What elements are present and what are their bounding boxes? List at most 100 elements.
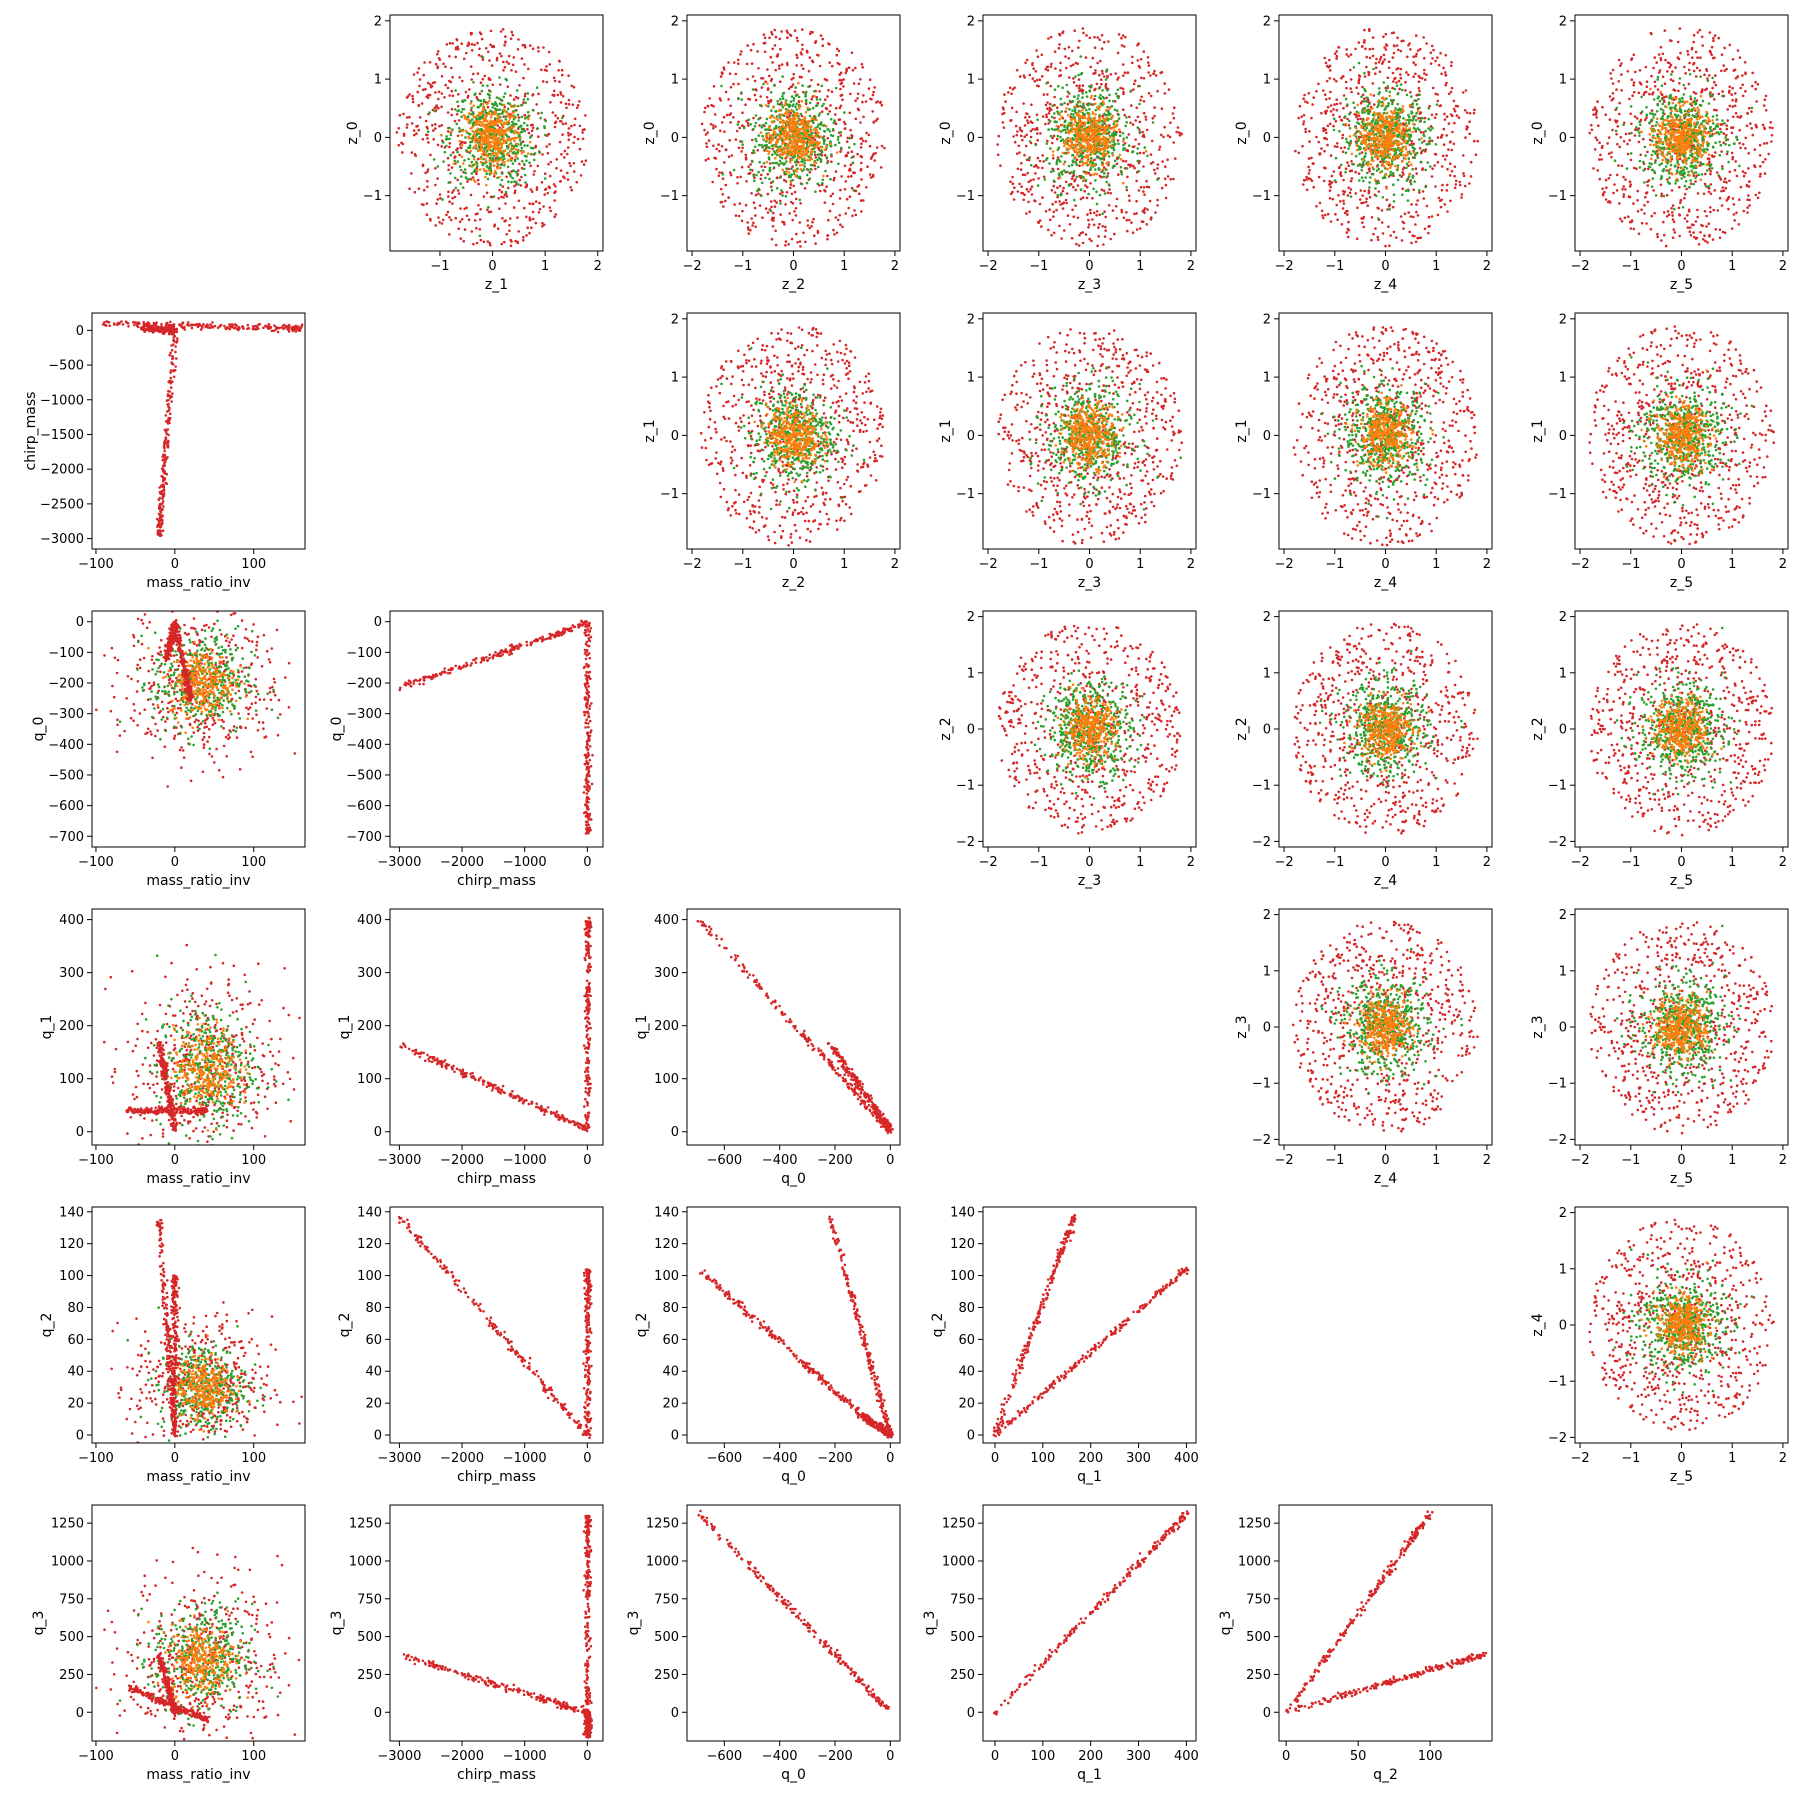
data-point <box>502 115 506 118</box>
data-point <box>1455 114 1459 117</box>
data-point <box>505 195 509 198</box>
data-point <box>737 97 740 100</box>
data-point <box>1328 180 1331 183</box>
data-point <box>1048 162 1051 165</box>
data-point <box>1125 188 1129 192</box>
data-point <box>474 123 477 126</box>
data-point <box>533 152 537 155</box>
data-point <box>1363 189 1366 193</box>
data-point <box>769 141 772 144</box>
data-point <box>1025 58 1029 62</box>
data-point <box>1069 115 1072 119</box>
data-point <box>1303 93 1306 97</box>
data-point <box>1076 97 1080 100</box>
data-point <box>470 230 474 233</box>
data-point <box>705 142 708 145</box>
data-point <box>741 124 744 127</box>
data-point <box>470 42 474 46</box>
data-point <box>1081 163 1084 167</box>
data-point <box>1123 167 1127 170</box>
data-point <box>1026 119 1029 122</box>
data-point <box>1083 106 1086 109</box>
data-point <box>1166 158 1169 162</box>
data-point <box>465 206 468 209</box>
y-axis-label: z_0 <box>345 121 361 144</box>
data-point <box>829 194 833 198</box>
data-point <box>1325 109 1328 113</box>
data-point <box>454 186 458 190</box>
data-point <box>460 140 464 144</box>
data-point <box>499 157 503 161</box>
data-point <box>470 172 474 175</box>
data-point <box>776 99 779 103</box>
data-point <box>1056 195 1059 199</box>
data-point <box>1108 93 1111 97</box>
data-point <box>451 94 455 97</box>
data-point <box>1052 231 1056 235</box>
data-point <box>1088 36 1092 40</box>
data-point <box>709 122 713 126</box>
data-point <box>1081 241 1085 245</box>
data-point <box>1096 36 1099 39</box>
data-point <box>437 216 440 219</box>
data-point <box>449 80 453 84</box>
data-point <box>1368 47 1372 51</box>
data-point <box>766 104 770 108</box>
data-point <box>1076 112 1080 115</box>
data-point <box>834 170 838 173</box>
data-point <box>834 86 838 90</box>
data-point <box>794 197 798 201</box>
data-point <box>1071 160 1075 164</box>
data-point <box>813 90 816 93</box>
data-point <box>1350 177 1354 180</box>
data-point <box>1332 113 1335 117</box>
data-point <box>773 145 776 148</box>
data-point <box>1046 101 1049 104</box>
data-point <box>1391 56 1395 59</box>
data-point <box>1138 102 1141 106</box>
data-point <box>723 161 726 164</box>
data-point <box>1087 147 1091 150</box>
data-point <box>781 97 785 100</box>
data-point <box>498 207 501 210</box>
data-point <box>525 159 528 162</box>
data-point <box>1081 111 1085 115</box>
data-point <box>1089 119 1092 123</box>
data-point <box>1132 82 1136 86</box>
data-point <box>486 105 490 109</box>
data-point <box>476 169 479 172</box>
data-point <box>788 212 791 215</box>
data-point <box>410 122 414 125</box>
data-point <box>850 150 854 153</box>
data-point <box>814 190 817 193</box>
data-point <box>481 136 484 140</box>
data-point <box>850 134 853 137</box>
data-point <box>717 174 721 177</box>
data-point <box>795 53 798 57</box>
data-point <box>1031 128 1034 131</box>
data-point <box>779 120 782 124</box>
data-point <box>1125 136 1129 139</box>
data-point <box>822 142 826 145</box>
data-point <box>741 209 744 213</box>
data-point <box>1440 165 1444 168</box>
data-point <box>1093 135 1096 138</box>
data-point <box>816 101 820 105</box>
data-point <box>476 157 480 161</box>
data-point <box>460 146 463 150</box>
data-point <box>438 221 441 224</box>
data-point <box>1089 211 1092 215</box>
data-point <box>1076 148 1079 151</box>
data-point <box>810 134 814 138</box>
data-point <box>1345 209 1348 213</box>
data-point <box>861 139 865 143</box>
data-point <box>1392 51 1396 55</box>
data-point <box>1138 128 1141 131</box>
data-point <box>1054 67 1057 70</box>
data-point <box>1094 102 1097 106</box>
data-point <box>735 129 739 133</box>
data-point <box>1082 170 1086 174</box>
data-point <box>1106 105 1109 109</box>
data-point <box>1107 204 1111 207</box>
data-point <box>1127 163 1130 166</box>
